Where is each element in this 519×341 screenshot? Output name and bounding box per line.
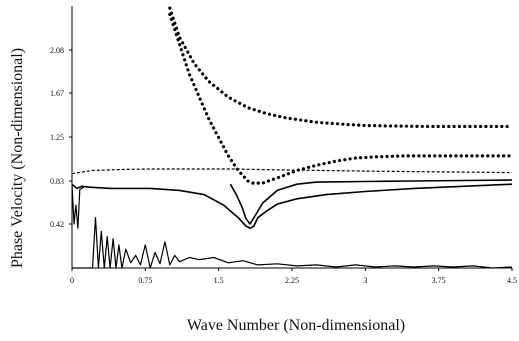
x-axis-title: Wave Number (Non-dimensional) [187,317,405,334]
y-tick-label: 1.67 [50,89,64,98]
x-tick-label: 3 [363,276,367,285]
chart-axes [71,6,512,269]
y-tick-label: 2.08 [50,46,64,55]
y-tick-label: 1.25 [50,133,64,142]
series-line-5 [229,179,513,225]
series-line-1 [168,6,514,129]
x-tick-group: 0 0.75 1.5 2.25 3 3.75 4.5 [70,268,517,285]
series-line-4 [71,183,513,229]
x-tick-label: 1.5 [214,276,224,285]
series-line-6 [72,217,513,269]
x-tick-label: 0 [70,276,74,285]
y-tick-group: 0.42 0.83 1.25 1.67 2.08 [50,46,72,229]
x-tick-label: 2.25 [285,276,299,285]
series-layer [71,6,514,269]
series-line-2 [168,12,514,185]
y-tick-label: 0.42 [50,220,64,229]
y-tick-label: 0.83 [50,177,64,186]
series-line-7 [71,184,85,229]
x-tick-label: 0.75 [138,276,152,285]
y-axis-title: Phase Velocity (Non-dimensional) [9,48,26,268]
series-line-3 [71,168,513,175]
x-tick-label: 3.75 [432,276,446,285]
x-tick-label: 4.5 [507,276,517,285]
